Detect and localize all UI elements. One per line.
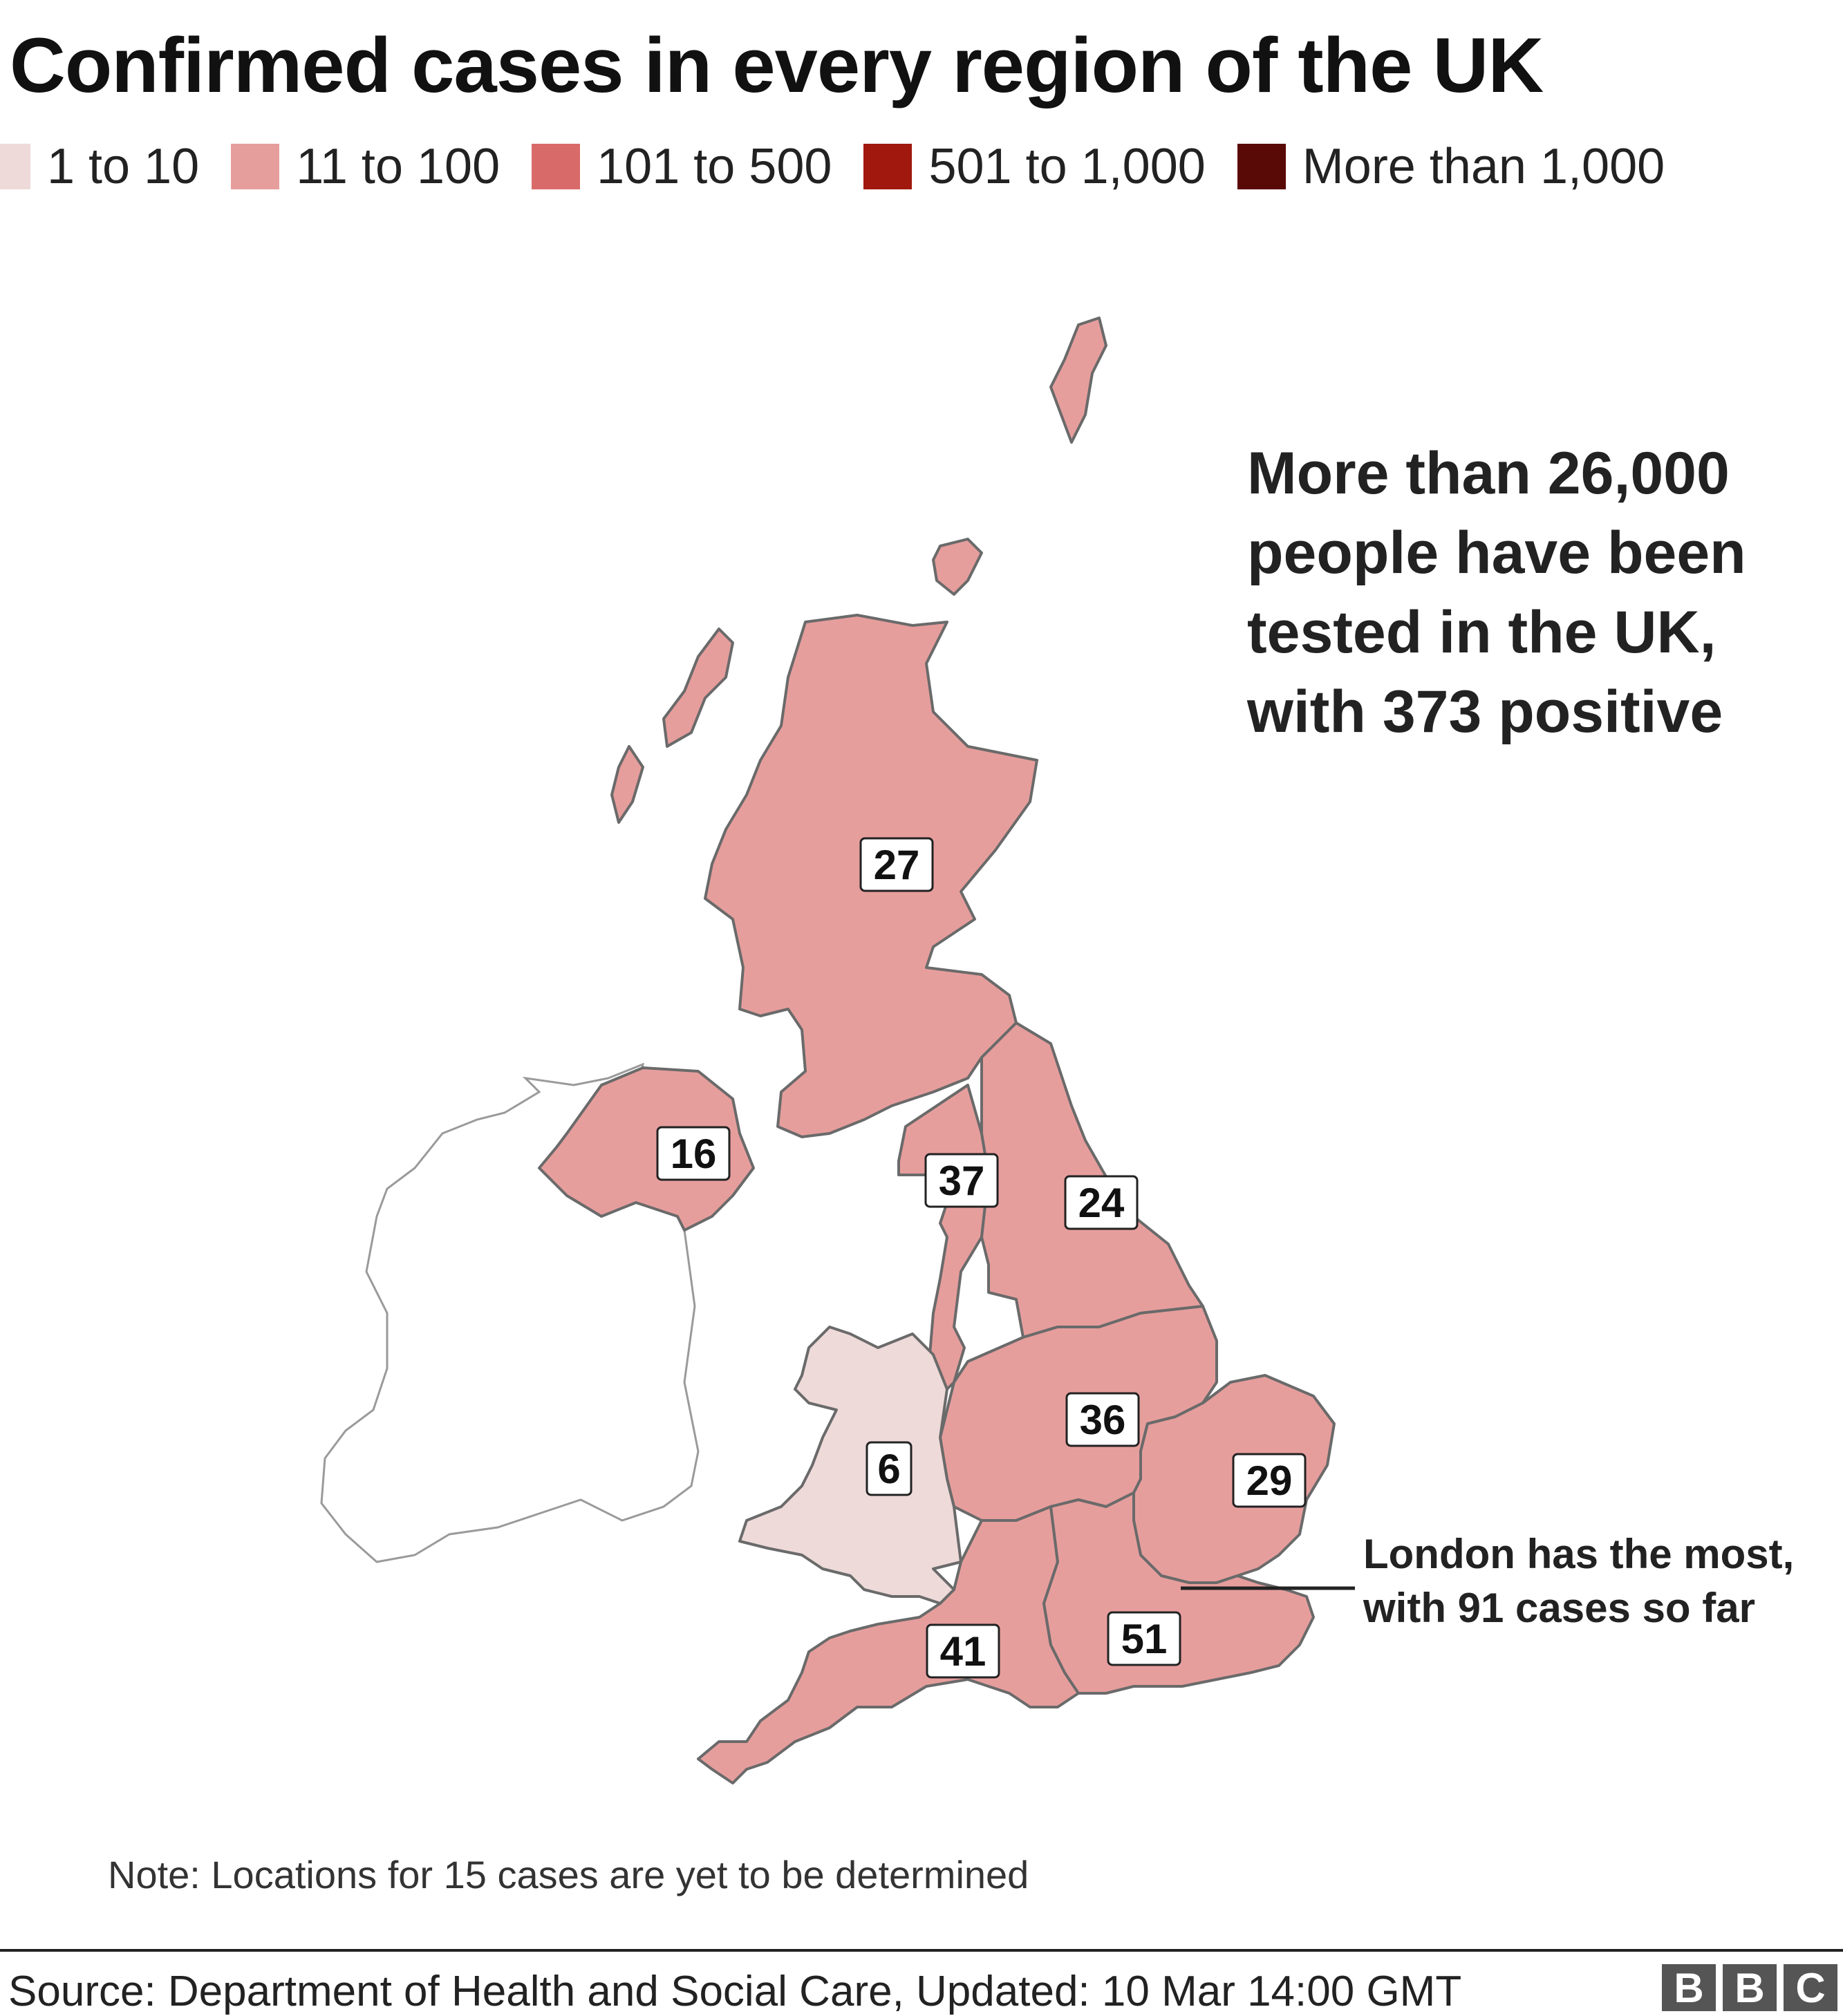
note-text: Note: Locations for 15 cases are yet to …: [108, 1853, 1029, 1896]
headline-text: More than 26,000 people have been tested…: [1247, 440, 1746, 745]
cases-label: 6: [877, 1446, 900, 1492]
legend-label: 101 to 500: [597, 139, 832, 194]
region-label-north-east-yorkshire: 24: [1064, 1175, 1139, 1230]
region-label-northern-ireland: 16: [656, 1126, 731, 1181]
footer-divider: [0, 1949, 1843, 1952]
region-label-north-west: 37: [924, 1153, 999, 1208]
source-text: Source: Department of Health and Social …: [8, 1968, 1462, 2015]
legend-item-11-to-100: 11 to 100: [231, 138, 500, 195]
legend-item-101-to-500: 101 to 500: [532, 138, 832, 195]
legend-item-1-to-10: 1 to 10: [0, 138, 199, 195]
region-scotland-orkney: [932, 538, 983, 596]
region-scotland-islands: [610, 745, 644, 824]
cases-label: 36: [1080, 1397, 1126, 1443]
cases-label: 29: [1246, 1458, 1293, 1504]
cases-label: 27: [874, 842, 920, 888]
legend-swatch: [231, 144, 280, 189]
bbc-logo-letter: B: [1723, 1964, 1777, 2011]
legend: 1 to 10 11 to 100 101 to 500 501 to 1,00…: [0, 138, 1696, 195]
legend-item-more-than-1000: More than 1,000: [1237, 138, 1665, 195]
cases-label: 51: [1121, 1616, 1168, 1662]
legend-item-501-to-1000: 501 to 1,000: [863, 138, 1206, 195]
chart-title: Confirmed cases in every region of the U…: [10, 22, 1544, 109]
legend-swatch: [1237, 144, 1286, 189]
region-scotland-shetland: [1049, 317, 1107, 444]
region-label-midlands: 36: [1065, 1392, 1140, 1447]
region-scotland-hebrides: [662, 628, 734, 748]
bbc-logo-letter: C: [1784, 1964, 1837, 2011]
cases-label: 16: [671, 1131, 717, 1177]
bbc-logo-letter: B: [1662, 1964, 1716, 2011]
legend-label: 1 to 10: [47, 139, 200, 194]
legend-swatch: [532, 144, 581, 189]
region-label-south-west: 41: [926, 1623, 1000, 1679]
region-label-east-of-england: 29: [1232, 1453, 1307, 1508]
bbc-logo: B B C: [1662, 1964, 1837, 2011]
region-label-wales: 6: [866, 1441, 913, 1496]
legend-swatch: [0, 144, 30, 189]
cases-label: 37: [939, 1158, 985, 1204]
cases-label: 24: [1078, 1180, 1125, 1226]
legend-label: 501 to 1,000: [928, 139, 1206, 194]
uk-region-map: 27 16 37 24 36 29 6 41 51: [320, 317, 1355, 1784]
region-northern-ireland: [538, 1066, 755, 1232]
region-label-scotland: 27: [859, 837, 934, 892]
legend-label: More than 1,000: [1302, 139, 1665, 194]
legend-label: 11 to 100: [296, 139, 500, 194]
london-callout: London has the most, with 91 cases so fa…: [1363, 1531, 1795, 1631]
cases-label: 41: [940, 1628, 986, 1675]
legend-swatch: [863, 144, 913, 189]
region-wales: [738, 1326, 962, 1605]
region-label-south-east: 51: [1107, 1611, 1181, 1666]
